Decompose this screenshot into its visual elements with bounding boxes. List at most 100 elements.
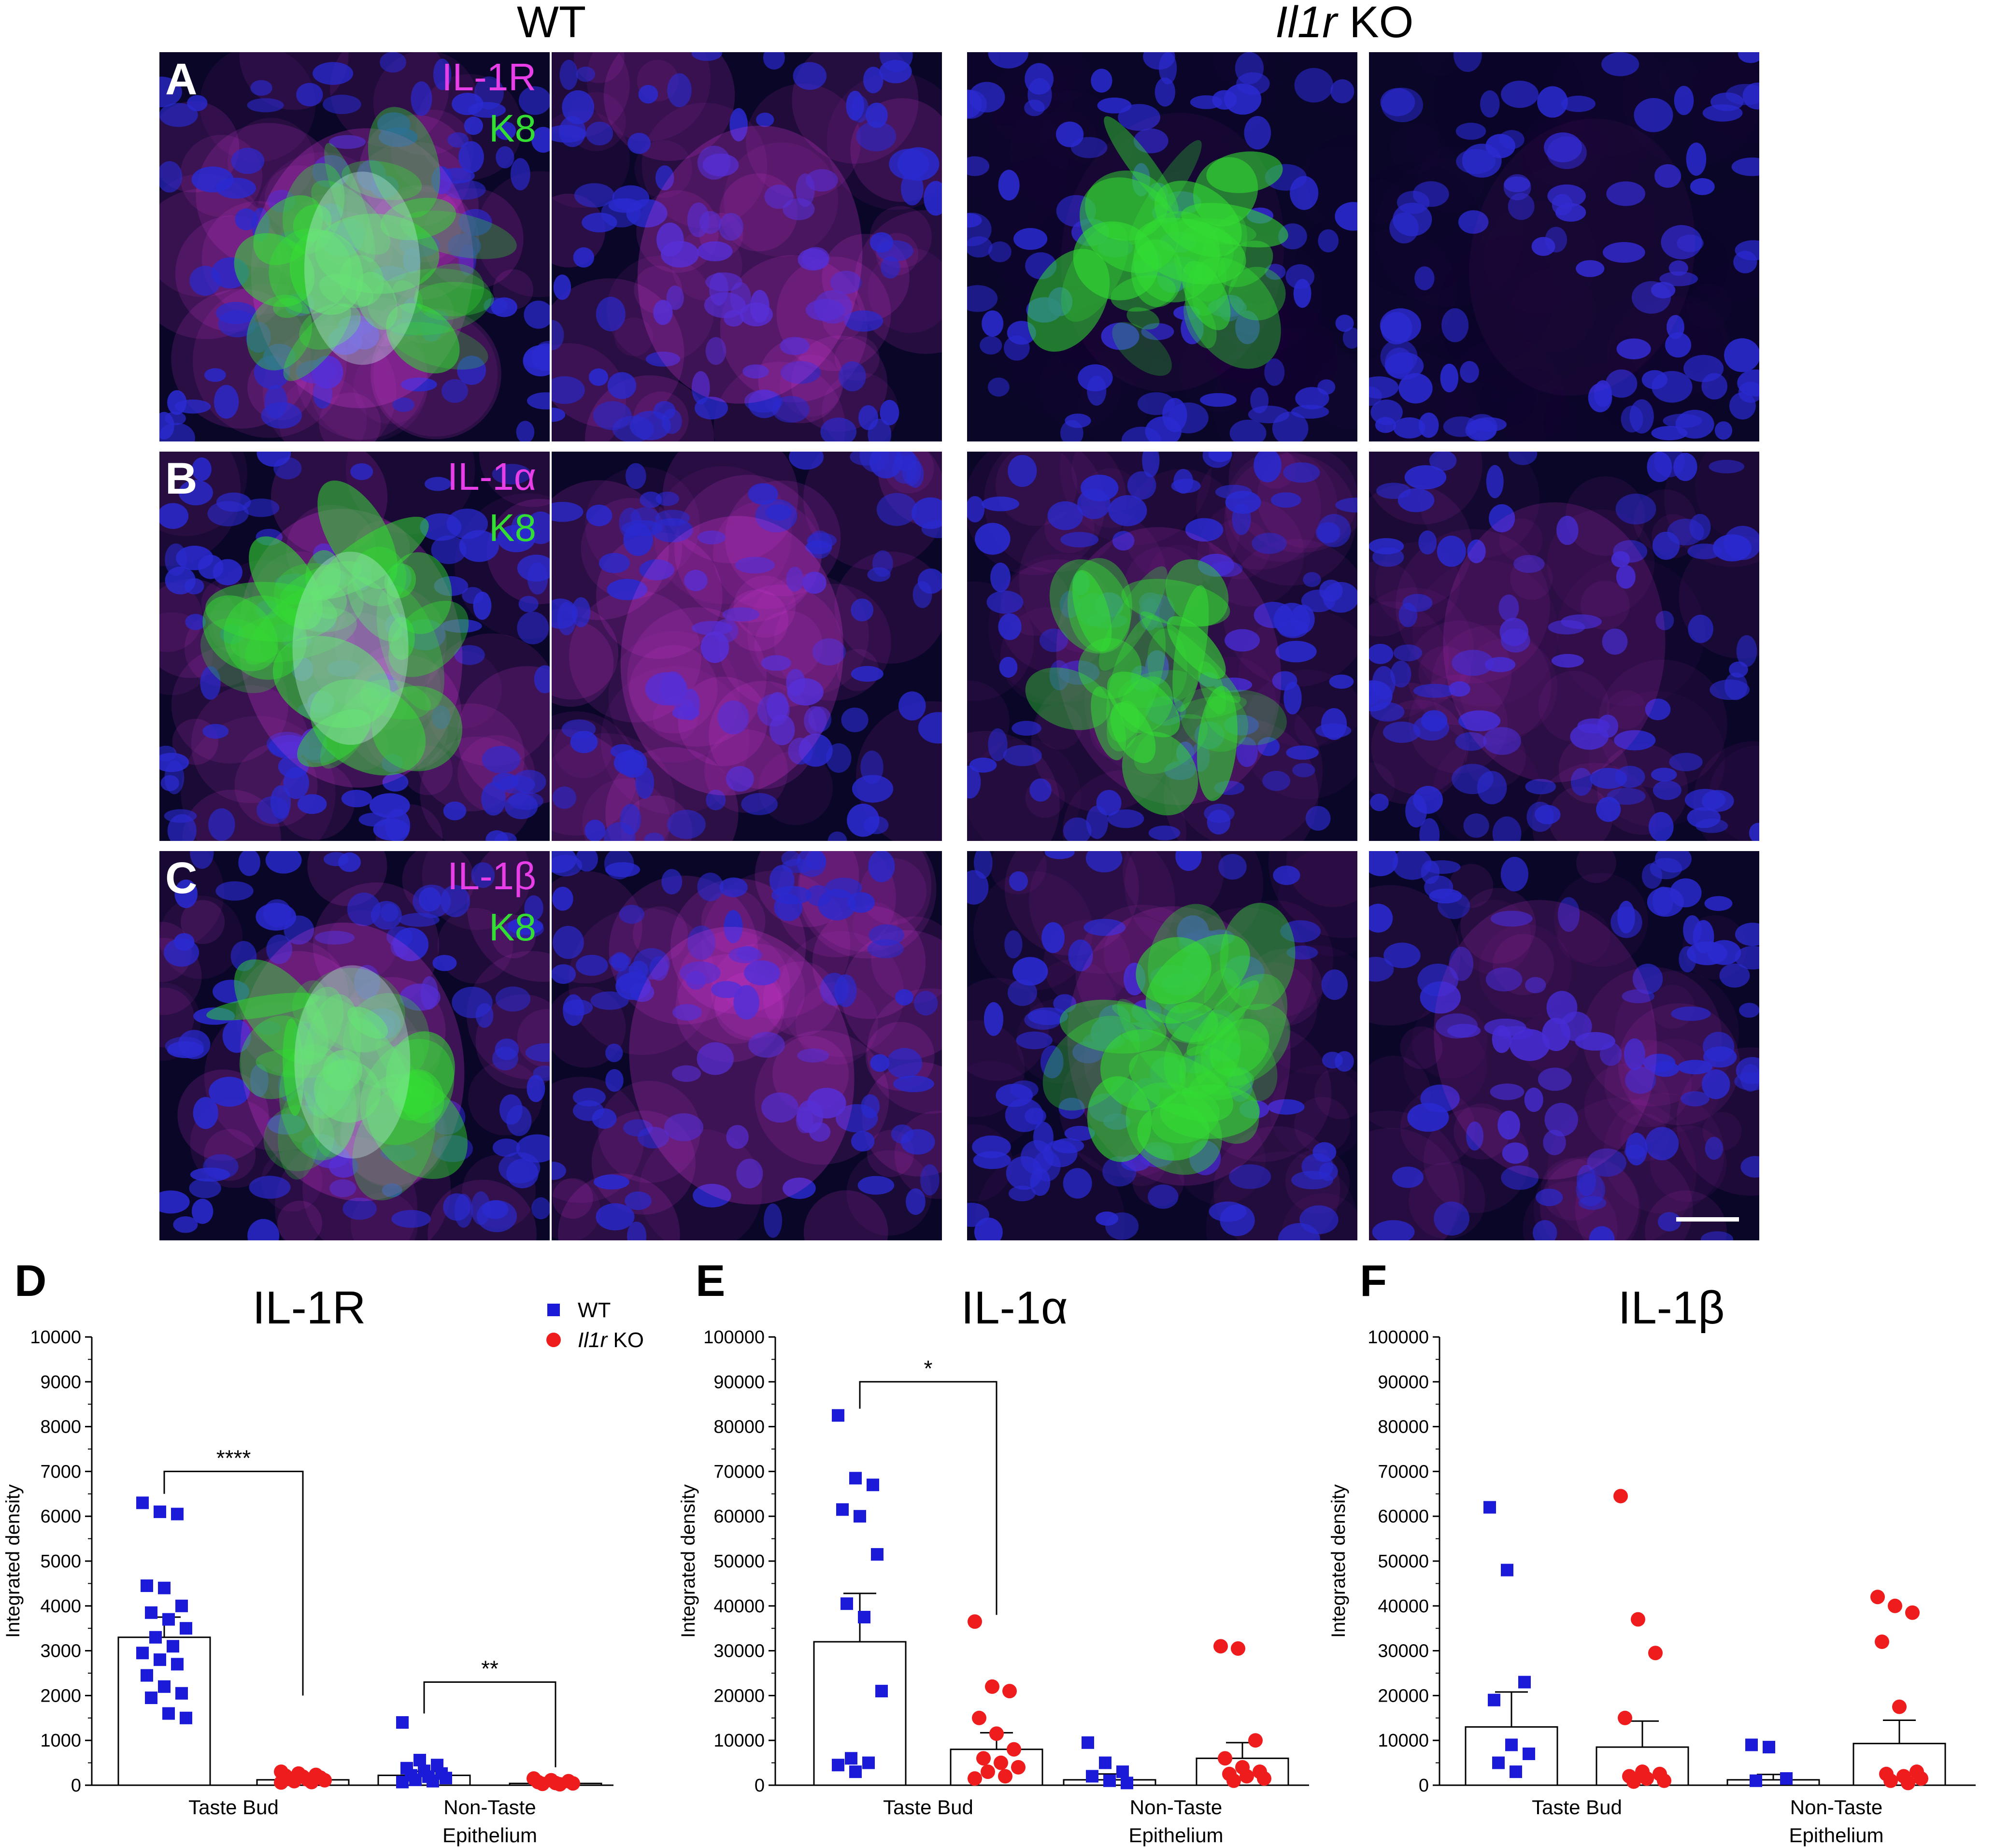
data-point-ko bbox=[317, 1773, 332, 1788]
data-point-ko bbox=[981, 1764, 995, 1779]
data-point-ko bbox=[972, 1710, 986, 1725]
data-point-wt bbox=[1082, 1736, 1094, 1749]
significance-bracket bbox=[163, 1470, 304, 1696]
micrograph-row1-col3 bbox=[967, 52, 1357, 441]
data-point-ko bbox=[1631, 1612, 1645, 1627]
micrograph-row3-col2 bbox=[552, 851, 942, 1240]
y-tick-label: 50000 bbox=[713, 1551, 765, 1572]
data-point-wt bbox=[1523, 1748, 1535, 1761]
data-point-ko bbox=[1639, 1771, 1654, 1786]
data-point-ko bbox=[1007, 1742, 1021, 1757]
bar-wt-group0 bbox=[813, 1641, 907, 1786]
stain-label-magenta: IL-1β bbox=[447, 854, 536, 897]
chart-il1a: IL-1α Integrated density 0 10000 20000 30000 4… bbox=[678, 1282, 1309, 1847]
y-tick-label: 70000 bbox=[1378, 1462, 1429, 1482]
significance-bracket bbox=[423, 1681, 556, 1767]
data-point-ko bbox=[1231, 1641, 1245, 1656]
data-point-wt bbox=[862, 1756, 875, 1769]
data-point-wt bbox=[1488, 1693, 1500, 1706]
data-point-ko bbox=[553, 1777, 567, 1792]
data-point-wt bbox=[858, 1611, 870, 1623]
data-point-wt bbox=[167, 1640, 179, 1653]
y-axis-label: Integrated density bbox=[1328, 1484, 1349, 1638]
y-tick-label: 60000 bbox=[713, 1507, 765, 1527]
y-tick-label: 0 bbox=[71, 1776, 81, 1796]
header-ko-suffix: KO bbox=[1337, 0, 1414, 47]
legend-marker bbox=[546, 1333, 561, 1347]
data-point-ko bbox=[1875, 1635, 1889, 1649]
y-tick-label: 40000 bbox=[1378, 1596, 1429, 1617]
y-tick-label: 30000 bbox=[1378, 1641, 1429, 1662]
micrograph-image bbox=[967, 452, 1357, 841]
y-tick-label: 5000 bbox=[40, 1551, 81, 1572]
y-axis-label: Integrated density bbox=[2, 1484, 24, 1638]
y-tick-label: 0 bbox=[1419, 1776, 1429, 1796]
data-point-wt bbox=[1510, 1765, 1522, 1778]
y-tick-label: 60000 bbox=[1378, 1507, 1429, 1527]
data-point-wt bbox=[1745, 1738, 1758, 1751]
stain-label-magenta: IL-1R bbox=[442, 56, 536, 99]
data-point-ko bbox=[274, 1775, 288, 1790]
data-point-wt bbox=[1518, 1676, 1531, 1689]
data-point-wt bbox=[841, 1597, 853, 1610]
data-point-wt bbox=[1103, 1774, 1116, 1787]
y-tick-label: 3000 bbox=[40, 1641, 81, 1662]
x-category-label: Taste Bud bbox=[883, 1796, 973, 1819]
micrograph-image bbox=[552, 851, 942, 1240]
data-point-ko bbox=[998, 1769, 1012, 1784]
data-point-ko bbox=[968, 1771, 982, 1786]
y-tick-label: 90000 bbox=[713, 1372, 765, 1393]
y-tick-label: 40000 bbox=[713, 1596, 765, 1617]
data-point-wt bbox=[145, 1606, 157, 1619]
y-tick-label: 70000 bbox=[713, 1462, 765, 1482]
micrograph-image bbox=[552, 52, 942, 441]
data-point-wt bbox=[1780, 1772, 1793, 1785]
micrograph-row3-col4 bbox=[1369, 851, 1759, 1240]
data-point-ko bbox=[1657, 1773, 1671, 1788]
data-point-ko bbox=[1901, 1776, 1915, 1791]
data-point-wt bbox=[162, 1613, 175, 1626]
micrograph-row2-col3 bbox=[967, 452, 1357, 841]
data-point-wt bbox=[180, 1622, 192, 1635]
panel-label-f: F bbox=[1360, 1256, 1387, 1306]
data-point-wt bbox=[1750, 1774, 1762, 1787]
data-point-wt bbox=[175, 1599, 188, 1612]
data-point-wt bbox=[854, 1510, 866, 1523]
data-point-wt bbox=[141, 1579, 153, 1592]
data-point-wt bbox=[849, 1472, 862, 1485]
data-point-wt bbox=[175, 1687, 188, 1700]
data-point-wt bbox=[871, 1548, 884, 1561]
data-point-wt bbox=[1483, 1501, 1496, 1514]
legend-label: WT bbox=[578, 1298, 611, 1322]
x-category-label: Taste Bud bbox=[1532, 1796, 1622, 1819]
y-tick-label: 10000 bbox=[713, 1731, 765, 1751]
y-tick-label: 50000 bbox=[1378, 1551, 1429, 1572]
data-point-wt bbox=[832, 1759, 844, 1772]
data-point-wt bbox=[396, 1716, 409, 1729]
data-point-wt bbox=[440, 1772, 452, 1785]
bar-wt-group1 bbox=[1726, 1779, 1820, 1786]
data-point-wt bbox=[171, 1658, 184, 1671]
data-point-ko bbox=[1892, 1699, 1907, 1714]
significance-bracket bbox=[859, 1381, 998, 1615]
y-tick-label: 20000 bbox=[1378, 1686, 1429, 1706]
chart-il1b: IL-1β Integrated density 0 10000 20000 30000 4… bbox=[1328, 1282, 1976, 1847]
x-category-label: Taste Bud bbox=[188, 1796, 279, 1819]
chart-title: IL-1β bbox=[1618, 1282, 1725, 1334]
y-tick-label: 30000 bbox=[713, 1641, 765, 1662]
data-point-ko bbox=[566, 1776, 580, 1791]
x-category-label: Non-Taste bbox=[1130, 1796, 1222, 1819]
data-point-ko bbox=[989, 1726, 1004, 1741]
data-point-wt bbox=[1086, 1770, 1098, 1783]
micrograph-row1-col2 bbox=[552, 52, 942, 441]
data-point-wt bbox=[1121, 1777, 1133, 1790]
data-point-wt bbox=[158, 1680, 171, 1693]
data-point-ko bbox=[1914, 1771, 1928, 1786]
data-point-ko bbox=[1888, 1598, 1902, 1613]
data-point-ko bbox=[1618, 1710, 1632, 1725]
x-category-label: Epithelium bbox=[1128, 1824, 1223, 1847]
y-tick-label: 6000 bbox=[40, 1507, 81, 1527]
y-axis-label: Integrated density bbox=[678, 1484, 699, 1638]
data-point-wt bbox=[413, 1754, 426, 1767]
legend-label: Il1r KO bbox=[578, 1328, 644, 1352]
